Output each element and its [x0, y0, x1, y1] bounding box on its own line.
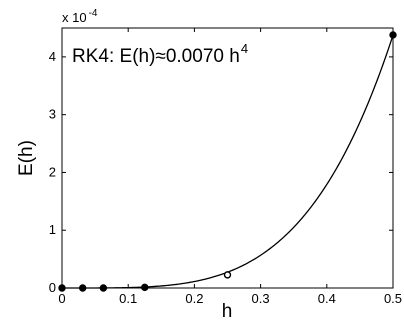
y-tick-label: 4 — [49, 49, 56, 64]
data-points — [58, 31, 397, 292]
y-tick-label: 1 — [49, 222, 56, 237]
annotation-exponent: 4 — [241, 41, 248, 56]
x-tick-label: 0.1 — [119, 291, 137, 306]
data-point — [99, 284, 108, 292]
y-axis-multiplier: x 10 -4 — [62, 8, 98, 25]
data-point — [389, 31, 397, 39]
data-point — [141, 283, 149, 292]
x-tick-label: 0 — [58, 291, 65, 306]
y-axis-multiplier-exponent: -4 — [89, 8, 98, 19]
data-point — [223, 271, 232, 279]
ticks: 0 0.1 0.2 0.3 0.4 0.5 0 1 2 3 4 — [49, 28, 402, 306]
data-point — [58, 284, 66, 292]
fit-curve-line — [62, 35, 394, 289]
annotation-text: RK4: E(h)≈0.0070 h — [72, 46, 240, 67]
y-tick-label: 0 — [49, 280, 56, 295]
x-axis-label: h — [222, 301, 233, 322]
data-point — [78, 284, 87, 292]
x-tick-label: 0.5 — [384, 291, 402, 306]
x-tick-label: 0.4 — [318, 291, 336, 306]
y-tick-label: 3 — [49, 107, 56, 122]
y-axis-multiplier-base: x 10 — [62, 10, 87, 25]
y-tick-label: 2 — [49, 164, 56, 179]
y-axis-label: E(h) — [16, 140, 37, 176]
annotation-label: RK4: E(h)≈0.0070 h4 — [72, 41, 248, 67]
x-tick-label: 0.3 — [252, 291, 270, 306]
axes — [61, 27, 394, 289]
x-tick-label: 0.2 — [185, 291, 203, 306]
fit-curve — [62, 35, 394, 289]
plot-area-frame — [61, 27, 394, 289]
